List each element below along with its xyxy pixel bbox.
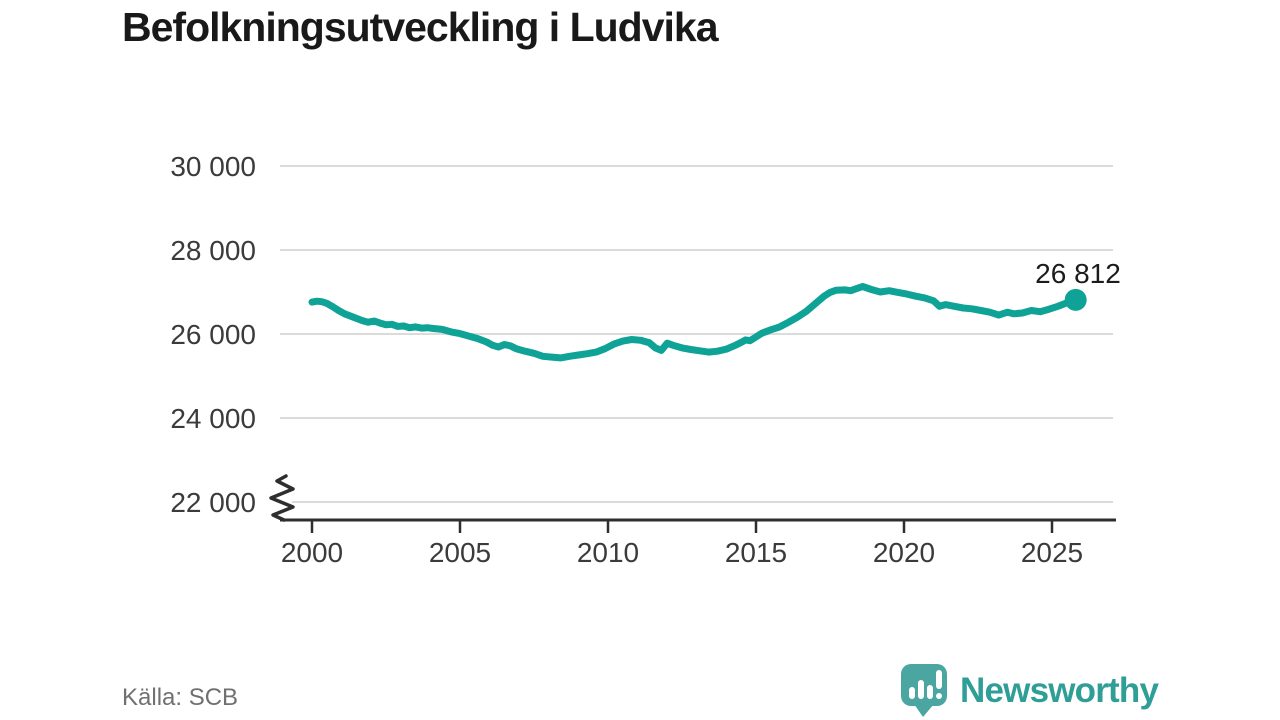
y-tick-label: 22 000 — [170, 487, 256, 518]
y-tick-label: 26 000 — [170, 319, 256, 350]
newsworthy-logo: Newsworthy — [899, 663, 1159, 717]
y-tick-label: 28 000 — [170, 235, 256, 266]
newsworthy-bubble-chart-icon — [901, 664, 947, 717]
population-line — [308, 283, 1080, 362]
source-note: Källa: SCB — [122, 684, 239, 711]
bar-medium — [927, 685, 933, 699]
y-tick-label: 24 000 — [170, 403, 256, 434]
x-tick-label: 2015 — [725, 537, 787, 568]
x-tick-label: 2025 — [1021, 537, 1083, 568]
newsworthy-wordmark: Newsworthy — [960, 670, 1159, 710]
exclamation-dot — [936, 693, 942, 699]
exclamation-bar — [936, 670, 942, 689]
axis-break-glyph — [269, 474, 295, 522]
y-tick-label: 30 000 — [170, 151, 256, 182]
x-tick-label: 2010 — [577, 537, 639, 568]
end-value-label: 26 812 — [1035, 258, 1121, 289]
bar-tall — [918, 680, 924, 699]
bar-small — [909, 687, 915, 699]
x-tick-label: 2005 — [429, 537, 491, 568]
x-tick-label: 2000 — [281, 537, 343, 568]
x-tick-label: 2020 — [873, 537, 935, 568]
speech-bubble-tail — [914, 704, 934, 717]
end-point-dot — [1064, 288, 1087, 311]
page-title: Befolkningsutveckling i Ludvika — [122, 4, 719, 50]
